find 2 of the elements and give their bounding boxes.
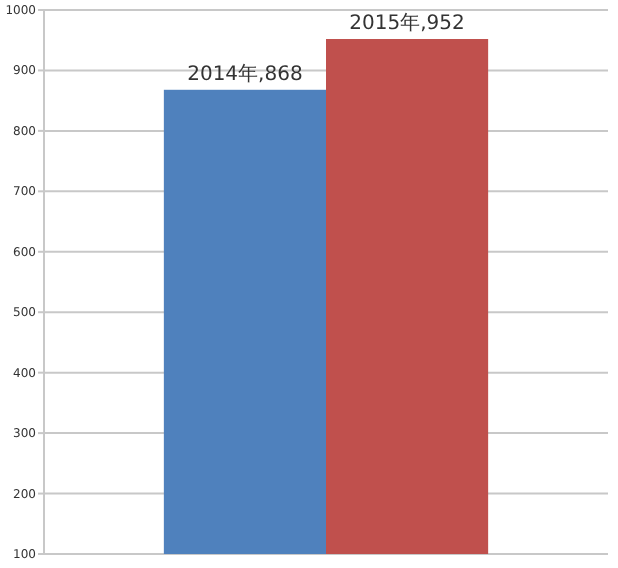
data-label: 2014年,868	[187, 61, 303, 86]
data-label: 2015年,952	[349, 11, 465, 36]
